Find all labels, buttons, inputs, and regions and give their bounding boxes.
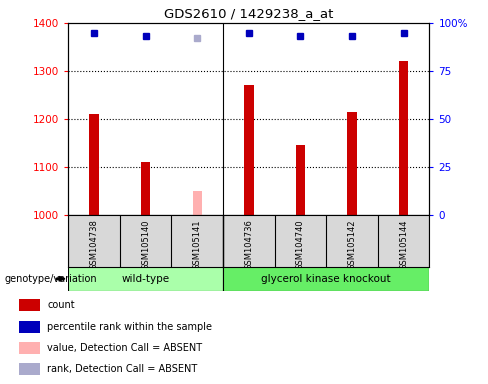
Text: genotype/variation: genotype/variation [5,274,98,284]
Bar [19,342,40,354]
Text: rank, Detection Call = ABSENT: rank, Detection Call = ABSENT [47,364,198,374]
Bar [19,299,40,311]
Bar [223,267,429,291]
Bar [89,114,99,215]
Text: wild-type: wild-type [122,274,170,284]
Text: GSM104738: GSM104738 [90,219,99,270]
Text: GSM105144: GSM105144 [399,219,408,270]
Bar [244,86,254,215]
Text: percentile rank within the sample: percentile rank within the sample [47,322,212,332]
Bar [193,191,202,215]
Text: value, Detection Call = ABSENT: value, Detection Call = ABSENT [47,343,203,353]
Bar [19,364,40,376]
Text: count: count [47,300,75,310]
Bar [399,61,408,215]
Text: GSM105142: GSM105142 [347,219,357,270]
Text: GSM104736: GSM104736 [244,219,253,270]
Bar [296,146,305,215]
Bar [347,112,357,215]
Bar [141,162,150,215]
Text: GSM105141: GSM105141 [193,219,202,270]
Text: GSM104740: GSM104740 [296,219,305,270]
Text: GSM105140: GSM105140 [141,219,150,270]
Title: GDS2610 / 1429238_a_at: GDS2610 / 1429238_a_at [164,7,334,20]
Bar [68,267,223,291]
Text: glycerol kinase knockout: glycerol kinase knockout [262,274,391,284]
Bar [19,321,40,333]
